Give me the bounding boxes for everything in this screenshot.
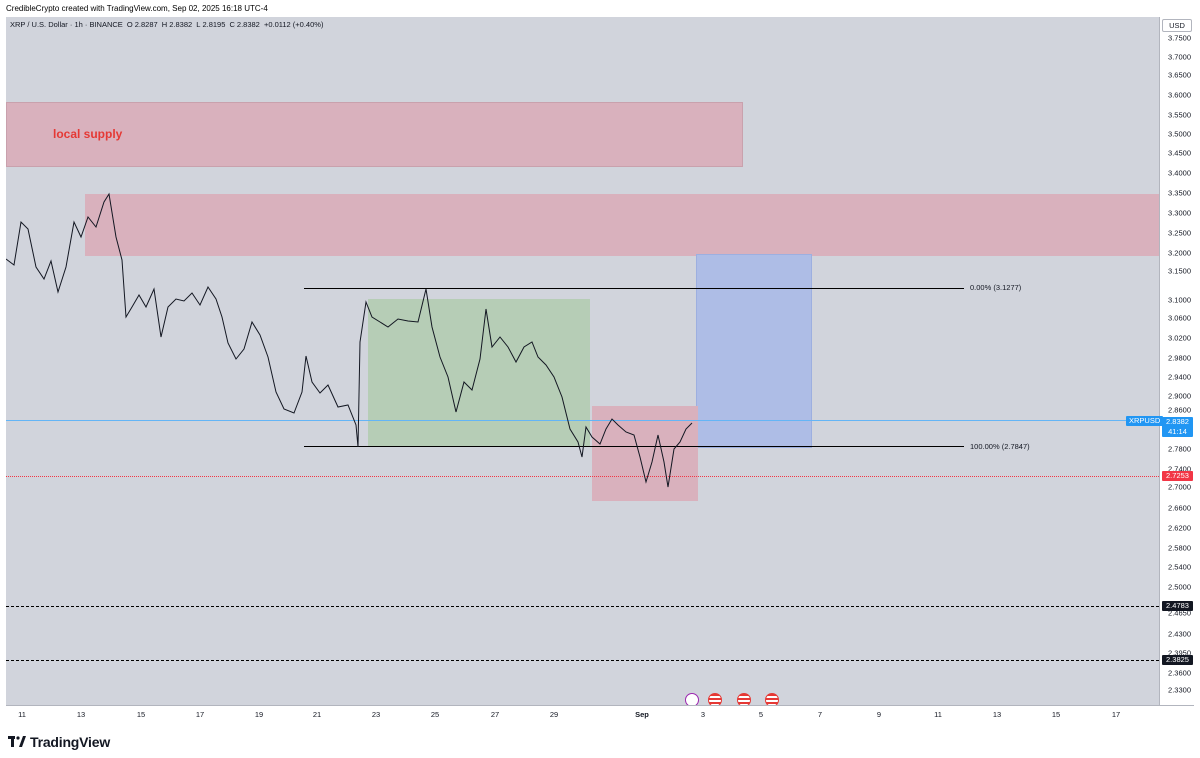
time-axis-label: 19 [254,710,264,719]
price-chart [6,192,693,488]
price-tick-label: 3.4500 [1168,148,1191,158]
price-tick-label: 3.5500 [1168,110,1191,120]
time-axis-label: 17 [1111,710,1121,719]
price-tick-label: 2.3950 [1168,648,1191,658]
change-value: +0.0112 (+0.40%) [263,20,324,29]
target-zone-blue[interactable] [696,254,812,448]
time-axis-label: 29 [549,710,559,719]
local-supply-label: local supply [53,127,123,141]
time-axis[interactable]: 11 13 15 17 19 21 23 25 27 29 Sep 3 5 7 9 11 13 15 17 [6,705,1194,722]
logo-text: TradingView [30,734,111,750]
price-tick-label: 3.3000 [1168,208,1191,218]
price-tick-label: 2.9800 [1168,353,1191,363]
current-price-tag: 2.8382 41:14 [1162,417,1193,437]
low-value: 2.8195 [202,20,226,29]
high-label: H [161,20,168,29]
price-tick-label: 2.9400 [1168,372,1191,382]
price-axis[interactable]: USD 3.7500 3.7000 3.6500 3.6000 3.5500 3.5000… [1159,17,1195,705]
price-tick-label: 2.6600 [1168,503,1191,513]
fib-label-top: 0.00% (3.1277) [970,283,1022,292]
tradingview-logo[interactable]: TradingView [8,734,110,750]
price-tick-label: 3.1000 [1168,295,1191,305]
price-tick-label: 2.5800 [1168,543,1191,553]
us-flag-event-icon[interactable] [737,693,751,705]
price-tick-label: 2.9000 [1168,391,1191,401]
time-axis-label: 15 [136,710,146,719]
countdown-value: 41:14 [1168,427,1187,436]
price-tick-label: 3.2000 [1168,248,1191,258]
time-axis-label: 27 [490,710,500,719]
level-tag-2: 2.3825 [1162,655,1193,665]
time-axis-label: 11 [18,710,26,719]
price-tick-label: 2.4300 [1168,629,1191,639]
current-price-value: 2.8382 [1166,417,1189,426]
supply-zone-upper[interactable] [85,194,1159,256]
time-axis-label: 13 [992,710,1002,719]
price-tick-label: 2.7400 [1168,464,1191,474]
price-tick-label: 2.3300 [1168,685,1191,695]
price-tick-label: 2.7000 [1168,482,1191,492]
crypto-event-icon[interactable] [685,693,699,705]
price-tick-label: 2.6200 [1168,523,1191,533]
level-line-2[interactable] [6,660,1159,661]
stop-zone-pink[interactable] [592,406,698,501]
symbol-info: XRP / U.S. Dollar · 1h · BINANCE O 2.8287… [10,20,325,29]
time-axis-label: 11 [934,710,942,719]
fib-line-bottom[interactable] [304,446,964,447]
time-axis-label: Sep [635,710,649,719]
fib-line-top[interactable] [304,288,964,289]
symbol-price-tag: XRPUSD [1126,416,1164,426]
time-axis-label: 15 [1051,710,1061,719]
price-tick-label: 2.7800 [1168,444,1191,454]
price-tick-label: 2.5400 [1168,562,1191,572]
price-tick-label: 3.7000 [1168,52,1191,62]
currency-selector[interactable]: USD [1162,19,1192,32]
current-price-line [6,420,1159,421]
price-tick-label: 3.6000 [1168,90,1191,100]
price-tick-label: 2.3600 [1168,668,1191,678]
us-flag-event-icon[interactable] [765,693,779,705]
price-series-line [6,192,693,488]
time-axis-label: 25 [430,710,440,719]
tradingview-logo-icon [8,736,26,747]
level-line-1[interactable] [6,606,1159,607]
time-axis-label: 9 [876,710,882,719]
open-value: 2.8287 [134,20,158,29]
time-axis-label: 23 [371,710,381,719]
price-tick-label: 3.0600 [1168,313,1191,323]
time-axis-label: 13 [76,710,86,719]
close-value: 2.8382 [236,20,260,29]
open-label: O [126,20,133,29]
price-tick-label: 2.4650 [1168,608,1191,618]
time-axis-label: 21 [312,710,322,719]
price-tick-label: 3.3500 [1168,188,1191,198]
high-value: 2.8382 [169,20,193,29]
low-label: L [196,20,201,29]
time-axis-label: 7 [817,710,823,719]
price-tick-label: 3.6500 [1168,70,1191,80]
fib-label-bottom: 100.00% (2.7847) [970,442,1030,451]
price-tick-label: 3.0200 [1168,333,1191,343]
chart-canvas[interactable]: XRP / U.S. Dollar · 1h · BINANCE O 2.8287… [6,17,1159,705]
price-tick-label: 2.8600 [1168,405,1191,415]
red-level-line[interactable] [6,476,1159,477]
price-tick-label: 3.7500 [1168,33,1191,43]
price-tick-label: 3.1500 [1168,266,1191,276]
time-axis-label: 17 [195,710,205,719]
us-flag-event-icon[interactable] [708,693,722,705]
red-level-tag: 2.7253 [1162,471,1193,481]
price-tick-label: 3.5000 [1168,129,1191,139]
local-supply-zone[interactable] [6,102,743,167]
symbol-name[interactable]: XRP / U.S. Dollar · 1h · BINANCE [10,20,123,29]
close-label: C [229,20,235,29]
time-axis-label: 5 [758,710,764,719]
price-tick-label: 3.2500 [1168,228,1191,238]
time-axis-label: 3 [700,710,706,719]
price-tick-label: 3.4000 [1168,168,1191,178]
price-tick-label: 2.5000 [1168,582,1191,592]
range-zone-green[interactable] [368,299,590,446]
level-tag-1: 2.4783 [1162,601,1193,611]
chart-credit: CredibleCrypto created with TradingView.… [6,4,268,13]
